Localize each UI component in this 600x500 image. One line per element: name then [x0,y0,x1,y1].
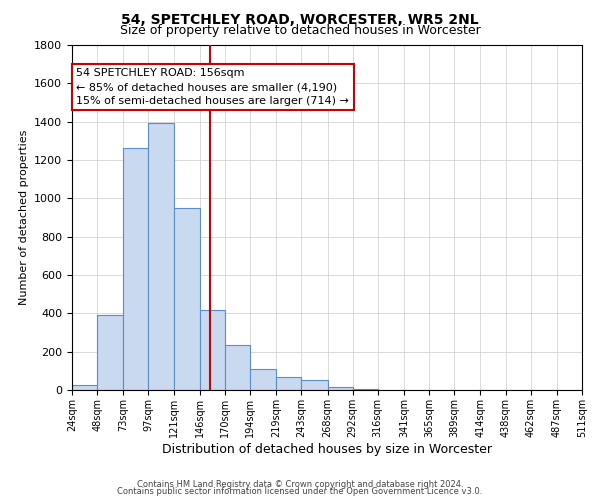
Bar [173,208,200,390]
Bar [250,369,276,390]
X-axis label: Distribution of detached houses by size in Worcester: Distribution of detached houses by size … [162,442,492,456]
Text: Contains public sector information licensed under the Open Government Licence v3: Contains public sector information licen… [118,487,482,496]
Bar [301,380,328,390]
Bar [200,310,225,390]
Bar [72,385,97,390]
Text: 54, SPETCHLEY ROAD, WORCESTER, WR5 2NL: 54, SPETCHLEY ROAD, WORCESTER, WR5 2NL [121,12,479,26]
Y-axis label: Number of detached properties: Number of detached properties [19,130,29,305]
Bar [124,148,148,390]
Text: 54 SPETCHLEY ROAD: 156sqm
← 85% of detached houses are smaller (4,190)
15% of se: 54 SPETCHLEY ROAD: 156sqm ← 85% of detac… [76,68,349,106]
Bar [225,345,250,390]
Text: Contains HM Land Registry data © Crown copyright and database right 2024.: Contains HM Land Registry data © Crown c… [137,480,463,489]
Bar [148,122,173,390]
Bar [328,387,353,390]
Bar [97,316,124,390]
Bar [353,389,378,390]
Bar [276,376,301,390]
Text: Size of property relative to detached houses in Worcester: Size of property relative to detached ho… [119,24,481,37]
